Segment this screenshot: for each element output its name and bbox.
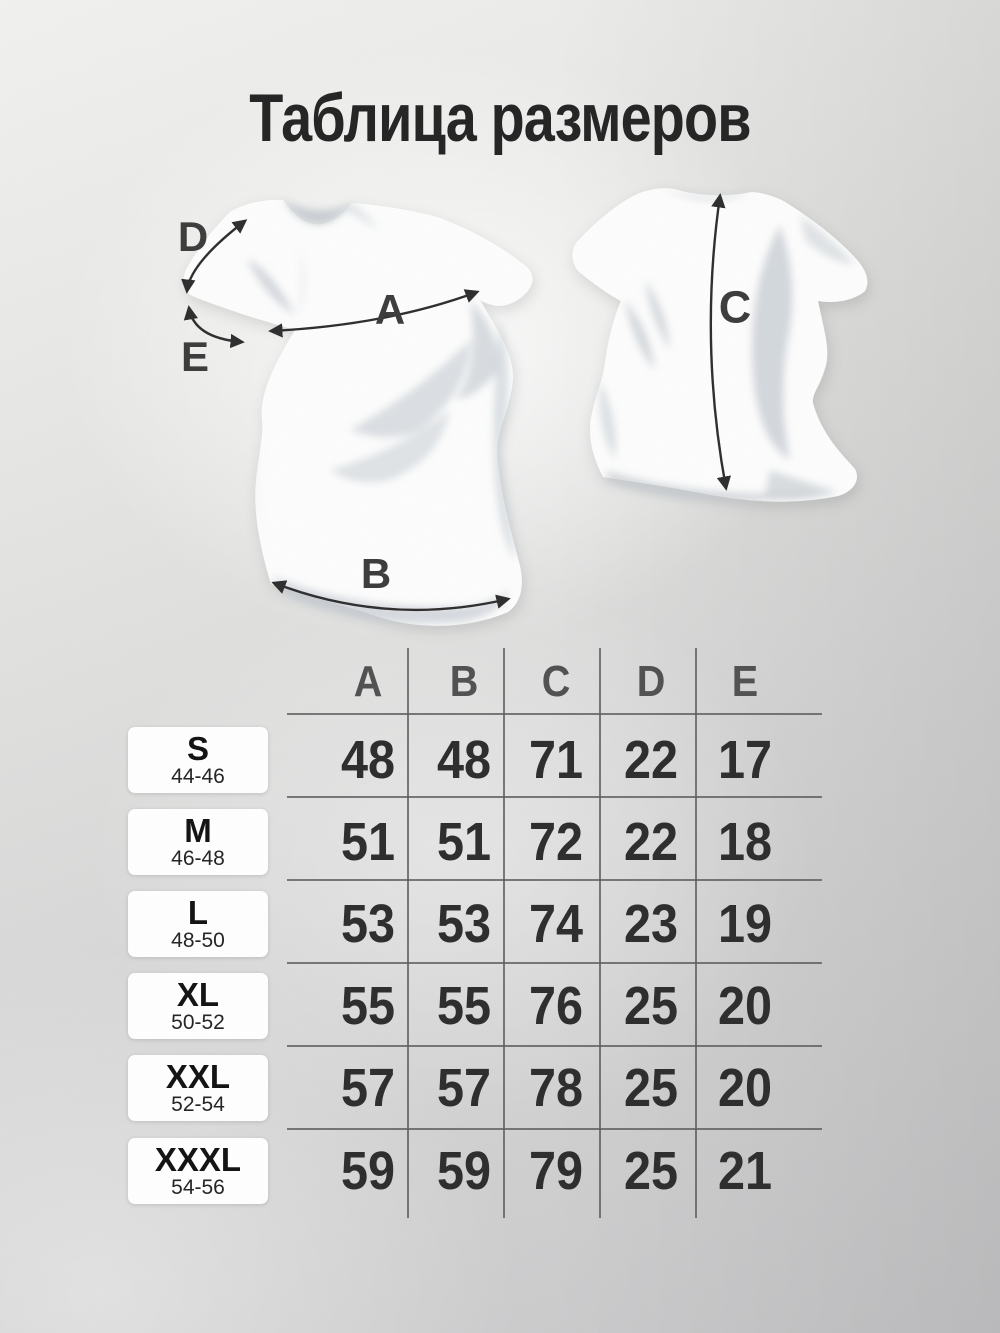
size-code: S — [186, 730, 209, 768]
grid-vline — [599, 648, 601, 1218]
grid-hline — [287, 1045, 822, 1047]
grid-hline — [287, 879, 822, 881]
column-header-e: E — [731, 657, 759, 706]
size-label-m: M 46-48 — [128, 809, 268, 875]
table-cell: 53 — [436, 894, 492, 954]
size-code: XL — [176, 976, 220, 1014]
table-cell: 74 — [528, 894, 584, 954]
column-header-a: A — [353, 657, 383, 706]
table-cell: 20 — [717, 1058, 773, 1118]
table-cell: 51 — [436, 812, 492, 872]
table-cell: 76 — [528, 976, 584, 1036]
grid-hline — [287, 796, 822, 798]
table-cell: 22 — [623, 812, 679, 872]
grid-vline — [503, 648, 505, 1218]
size-label-s: S 44-46 — [128, 727, 268, 793]
column-header-b: B — [449, 657, 479, 706]
size-code: XXXL — [154, 1141, 242, 1179]
size-label-l: L 48-50 — [128, 891, 268, 957]
table-cell: 19 — [717, 894, 773, 954]
table-cell: 59 — [436, 1141, 492, 1201]
table-cell: 72 — [528, 812, 584, 872]
grid-hline — [287, 713, 822, 715]
table-cell: 23 — [623, 894, 679, 954]
size-ru-range: 52-54 — [171, 1092, 225, 1116]
table-cell: 53 — [340, 894, 396, 954]
measure-label-d: D — [177, 213, 209, 260]
table-cell: 51 — [340, 812, 396, 872]
table-cell: 20 — [717, 976, 773, 1036]
table-cell: 55 — [436, 976, 492, 1036]
measure-label-e: E — [180, 333, 210, 380]
size-code: M — [184, 812, 212, 850]
size-ru-range: 50-52 — [171, 1010, 225, 1034]
table-cell: 25 — [623, 1141, 679, 1201]
column-header-d: D — [636, 657, 666, 706]
table-cell: 17 — [717, 730, 773, 790]
size-ru-range: 48-50 — [171, 928, 225, 952]
table-cell: 79 — [528, 1141, 584, 1201]
grid-hline — [287, 962, 822, 964]
size-ru-range: 44-46 — [171, 764, 225, 788]
tshirt-measurement-diagram — [181, 188, 868, 626]
table-cell: 57 — [436, 1058, 492, 1118]
column-header-c: C — [541, 657, 571, 706]
size-label-xxxl: XXXL 54-56 — [128, 1138, 268, 1204]
size-code: L — [187, 894, 209, 932]
grid-vline — [407, 648, 409, 1218]
size-label-xxl: XXL 52-54 — [128, 1055, 268, 1121]
table-cell: 71 — [528, 730, 584, 790]
grid-vline — [695, 648, 697, 1218]
measure-label-a: A — [374, 286, 406, 333]
table-cell: 55 — [340, 976, 396, 1036]
table-cell: 48 — [340, 730, 396, 790]
measure-label-c: C — [718, 281, 752, 333]
size-label-xl: XL 50-52 — [128, 973, 268, 1039]
table-cell: 59 — [340, 1141, 396, 1201]
table-cell: 48 — [436, 730, 492, 790]
grid-hline — [287, 1128, 822, 1130]
table-cell: 25 — [623, 1058, 679, 1118]
table-cell: 25 — [623, 976, 679, 1036]
size-code: XXL — [165, 1058, 231, 1096]
table-cell: 57 — [340, 1058, 396, 1118]
table-cell: 18 — [717, 812, 773, 872]
front-view-tshirt — [183, 199, 533, 626]
size-ru-range: 46-48 — [171, 846, 225, 870]
size-ru-range: 54-56 — [171, 1175, 225, 1199]
table-cell: 21 — [717, 1141, 773, 1201]
table-cell: 78 — [528, 1058, 584, 1118]
measure-label-b: B — [360, 550, 392, 597]
table-cell: 22 — [623, 730, 679, 790]
